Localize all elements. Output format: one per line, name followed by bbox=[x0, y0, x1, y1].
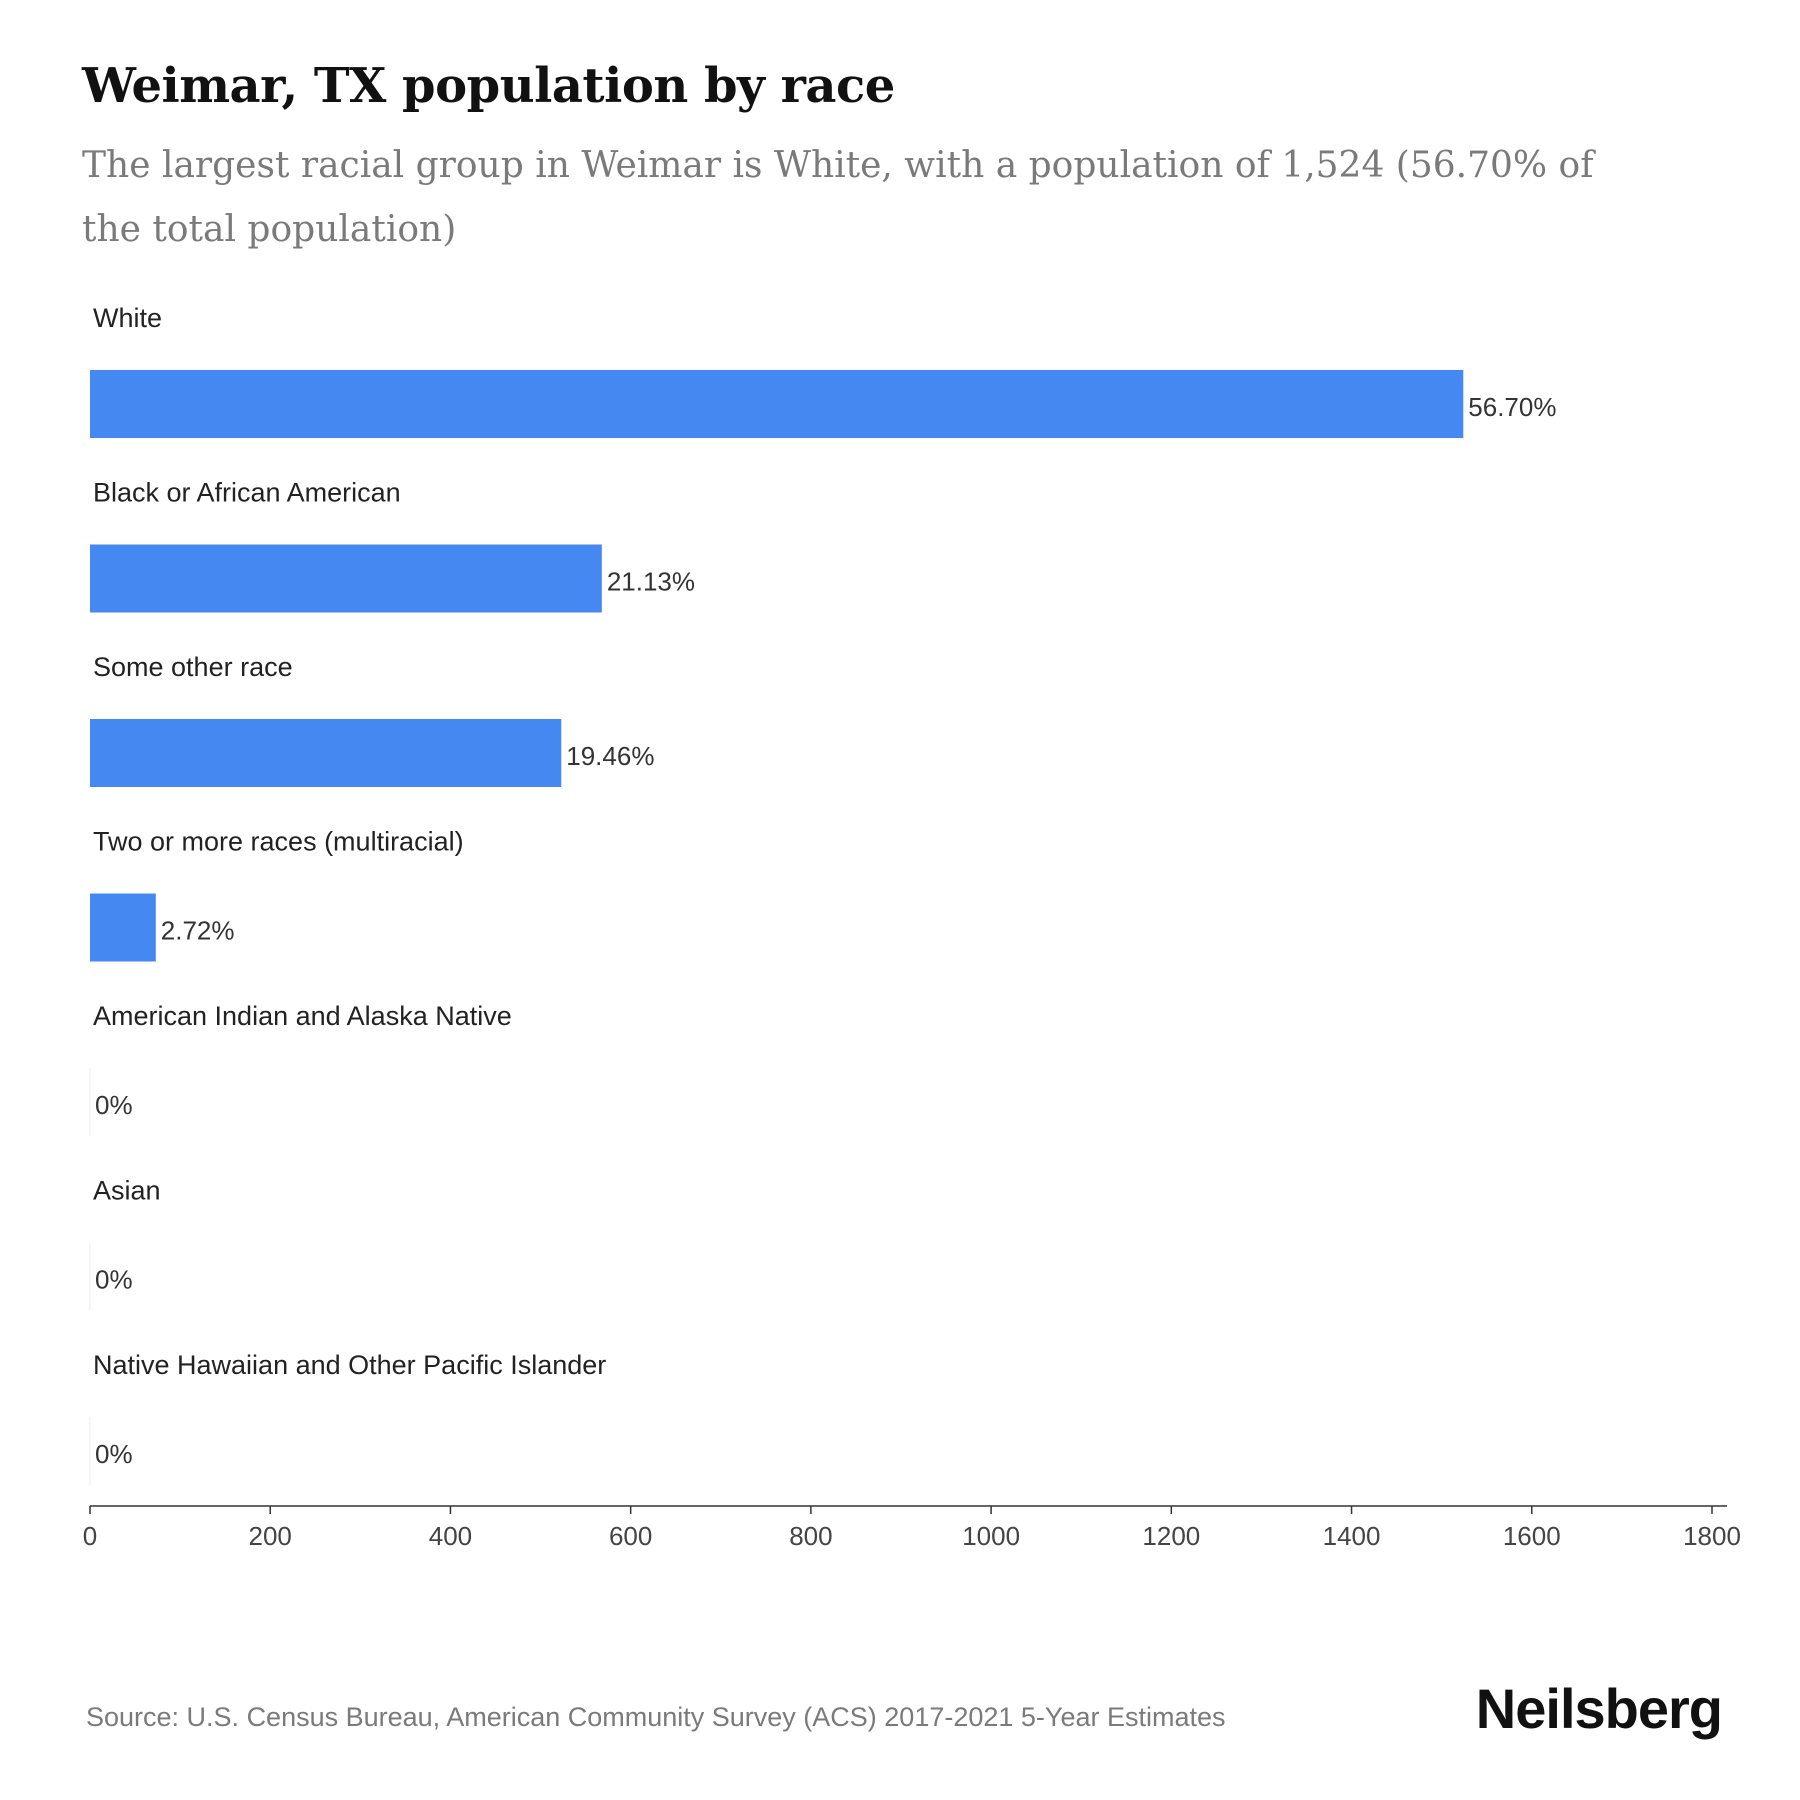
category-label: Two or more races (multiracial) bbox=[93, 827, 464, 857]
bar bbox=[90, 893, 156, 962]
bar bbox=[90, 370, 1464, 438]
x-tick-label: 800 bbox=[789, 1521, 832, 1551]
category-label: Some other race bbox=[93, 652, 293, 682]
value-label: 56.70% bbox=[1468, 392, 1556, 422]
value-label: 0% bbox=[95, 1265, 133, 1295]
bar bbox=[90, 719, 562, 787]
chart-subtitle: The largest racial group in Weimar is Wh… bbox=[82, 145, 1594, 250]
category-label: American Indian and Alaska Native bbox=[93, 1001, 512, 1031]
x-tick-label: 600 bbox=[609, 1521, 652, 1551]
x-tick-label: 0 bbox=[83, 1521, 97, 1551]
source-note: Source: U.S. Census Bureau, American Com… bbox=[86, 1702, 1226, 1732]
value-label: 19.46% bbox=[566, 741, 654, 771]
x-tick-label: 1400 bbox=[1323, 1521, 1381, 1551]
x-tick-label: 1600 bbox=[1503, 1521, 1561, 1551]
value-label: 0% bbox=[95, 1090, 133, 1120]
value-label: 0% bbox=[95, 1439, 133, 1469]
value-label: 21.13% bbox=[607, 567, 695, 597]
category-label: Asian bbox=[93, 1176, 161, 1206]
x-tick-label: 1000 bbox=[962, 1521, 1020, 1551]
x-tick-label: 400 bbox=[429, 1521, 472, 1551]
category-label: Native Hawaiian and Other Pacific Island… bbox=[93, 1350, 606, 1380]
x-tick-label: 200 bbox=[249, 1521, 292, 1551]
category-label: White bbox=[93, 303, 162, 333]
value-label: 2.72% bbox=[161, 916, 235, 946]
category-label: Black or African American bbox=[93, 478, 401, 508]
x-tick-label: 1800 bbox=[1683, 1521, 1741, 1551]
bar bbox=[90, 544, 602, 613]
brand-logo: Neilsberg bbox=[1475, 1677, 1723, 1740]
chart-title: Weimar, TX population by race bbox=[82, 58, 895, 114]
x-tick-label: 1200 bbox=[1142, 1521, 1200, 1551]
